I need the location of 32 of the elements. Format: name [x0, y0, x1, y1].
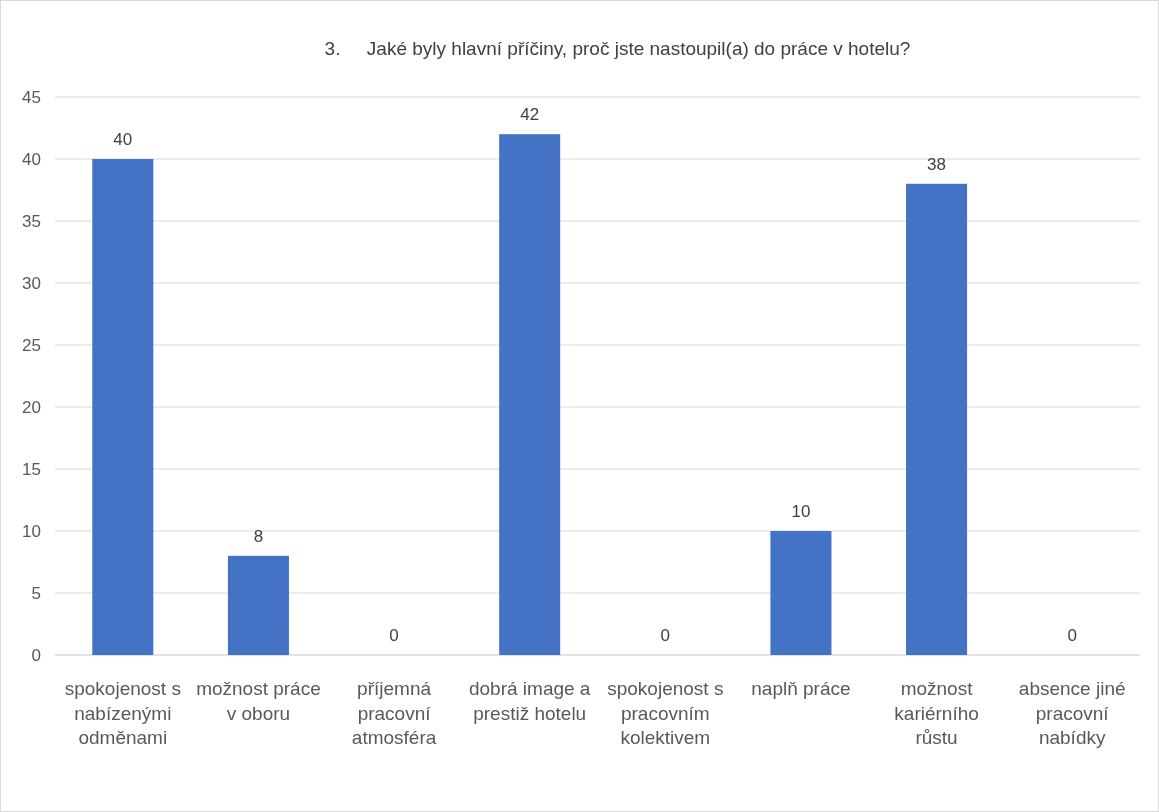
y-tick-label: 25	[22, 335, 41, 355]
y-tick-label: 5	[31, 583, 41, 603]
data-label: 8	[253, 526, 264, 546]
x-tick-label: spokojenost s nabízenými odměnami	[64, 678, 181, 749]
x-tick-label: možnost práce v oboru	[196, 678, 321, 724]
data-label: 10	[791, 502, 811, 521]
y-tick-label: 40	[22, 149, 41, 169]
data-label: 40	[113, 130, 133, 149]
x-tick-label: spokojenost s pracovním kolektivem	[607, 678, 724, 749]
bar	[906, 183, 968, 655]
y-tick-label: 45	[22, 87, 41, 107]
y-tick-label: 35	[22, 211, 41, 231]
bar	[92, 159, 154, 655]
bar	[770, 531, 832, 655]
data-label: 42	[520, 105, 540, 125]
bar	[499, 134, 561, 655]
x-tick-label: příjemná pracovní atmosféra	[351, 678, 437, 749]
chart-title: 3. Jaké byly hlavní příčiny, proč jste nastoupil(a) do práce v hotelu?	[324, 38, 911, 59]
bar	[227, 555, 289, 655]
data-label: 0	[389, 626, 399, 645]
data-label: 38	[927, 154, 947, 174]
y-tick-label: 10	[22, 521, 41, 541]
y-tick-label: 30	[22, 273, 41, 293]
y-tick-label: 20	[22, 397, 41, 417]
x-tick-label: možnost kariérního růstu	[894, 678, 979, 749]
data-label: 0	[660, 626, 671, 645]
y-tick-label: 15	[22, 459, 41, 479]
x-tick-label: dobrá image a prestiž hotelu	[468, 678, 591, 724]
data-label: 0	[1067, 626, 1077, 645]
x-tick-label: absence jiné pracovní nabídky	[1018, 678, 1126, 749]
x-tick-label: naplň práce	[751, 678, 851, 699]
y-tick-label: 0	[31, 645, 41, 665]
